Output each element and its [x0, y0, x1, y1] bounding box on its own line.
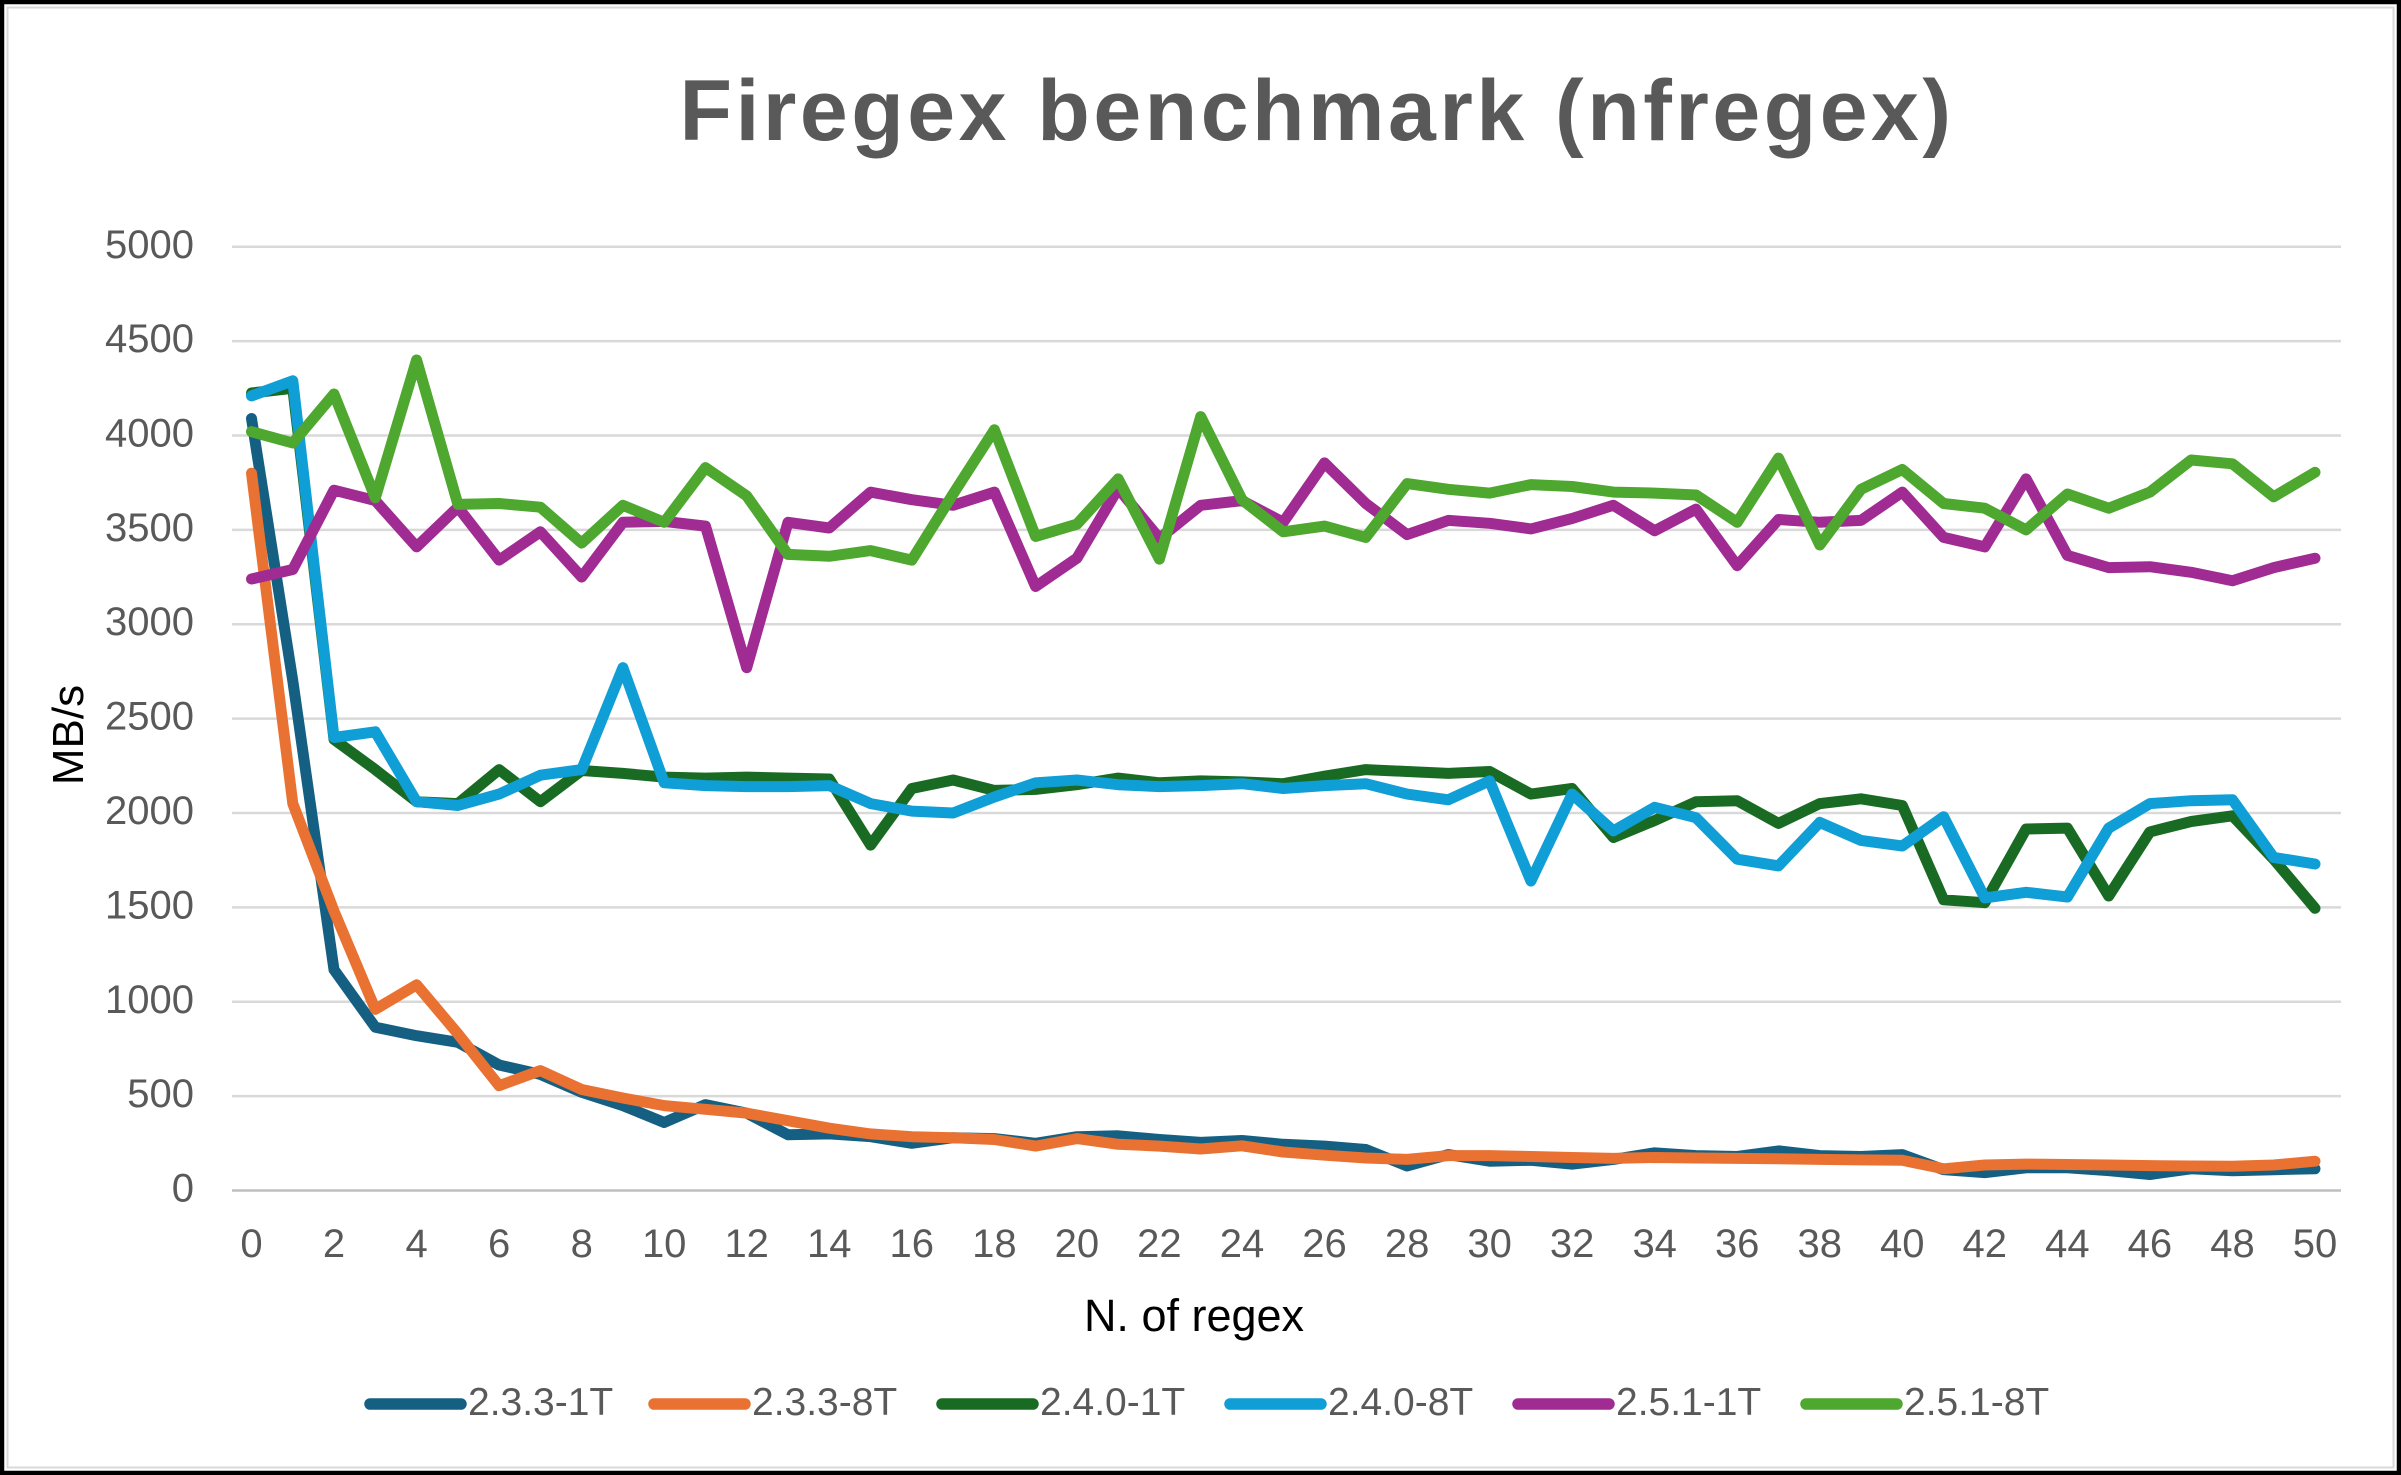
svg-text:N. of regex: N. of regex	[1084, 1290, 1305, 1341]
svg-text:30: 30	[1467, 1222, 1512, 1266]
svg-text:2: 2	[323, 1222, 345, 1266]
svg-text:3500: 3500	[105, 506, 194, 550]
svg-text:22: 22	[1137, 1222, 1182, 1266]
svg-text:36: 36	[1715, 1222, 1760, 1266]
svg-text:4: 4	[405, 1222, 427, 1266]
svg-text:2500: 2500	[105, 695, 194, 739]
svg-text:32: 32	[1550, 1222, 1595, 1266]
svg-text:4000: 4000	[105, 412, 194, 456]
svg-text:26: 26	[1302, 1222, 1347, 1266]
svg-text:50: 50	[2293, 1222, 2338, 1266]
svg-text:2.4.0-8T: 2.4.0-8T	[1328, 1381, 1473, 1424]
svg-text:44: 44	[2045, 1222, 2090, 1266]
svg-text:40: 40	[1880, 1222, 1925, 1266]
svg-text:10: 10	[642, 1222, 687, 1266]
svg-text:2.5.1-8T: 2.5.1-8T	[1904, 1381, 2049, 1424]
svg-text:2.3.3-8T: 2.3.3-8T	[752, 1381, 897, 1424]
svg-text:0: 0	[240, 1222, 262, 1266]
svg-text:MB/s: MB/s	[44, 685, 93, 785]
svg-text:20: 20	[1055, 1222, 1100, 1266]
svg-text:Firegex benchmark (nfregex): Firegex benchmark (nfregex)	[680, 63, 1955, 159]
svg-text:5000: 5000	[105, 223, 194, 267]
svg-text:1500: 1500	[105, 883, 194, 927]
svg-text:3000: 3000	[105, 600, 194, 644]
svg-text:48: 48	[2210, 1222, 2255, 1266]
svg-text:8: 8	[571, 1222, 593, 1266]
svg-text:14: 14	[807, 1222, 852, 1266]
svg-text:1000: 1000	[105, 978, 194, 1022]
svg-text:46: 46	[2128, 1222, 2173, 1266]
svg-text:16: 16	[890, 1222, 935, 1266]
svg-text:38: 38	[1798, 1222, 1843, 1266]
svg-text:42: 42	[1963, 1222, 2008, 1266]
svg-text:34: 34	[1632, 1222, 1677, 1266]
svg-text:2.5.1-1T: 2.5.1-1T	[1616, 1381, 1761, 1424]
svg-text:500: 500	[127, 1072, 194, 1116]
svg-text:0: 0	[172, 1167, 194, 1211]
svg-text:12: 12	[724, 1222, 769, 1266]
svg-text:4500: 4500	[105, 317, 194, 361]
svg-text:2.3.3-1T: 2.3.3-1T	[468, 1381, 613, 1424]
svg-text:24: 24	[1220, 1222, 1265, 1266]
svg-text:18: 18	[972, 1222, 1017, 1266]
svg-text:2000: 2000	[105, 789, 194, 833]
svg-text:2.4.0-1T: 2.4.0-1T	[1040, 1381, 1185, 1424]
svg-text:28: 28	[1385, 1222, 1430, 1266]
svg-text:6: 6	[488, 1222, 510, 1266]
